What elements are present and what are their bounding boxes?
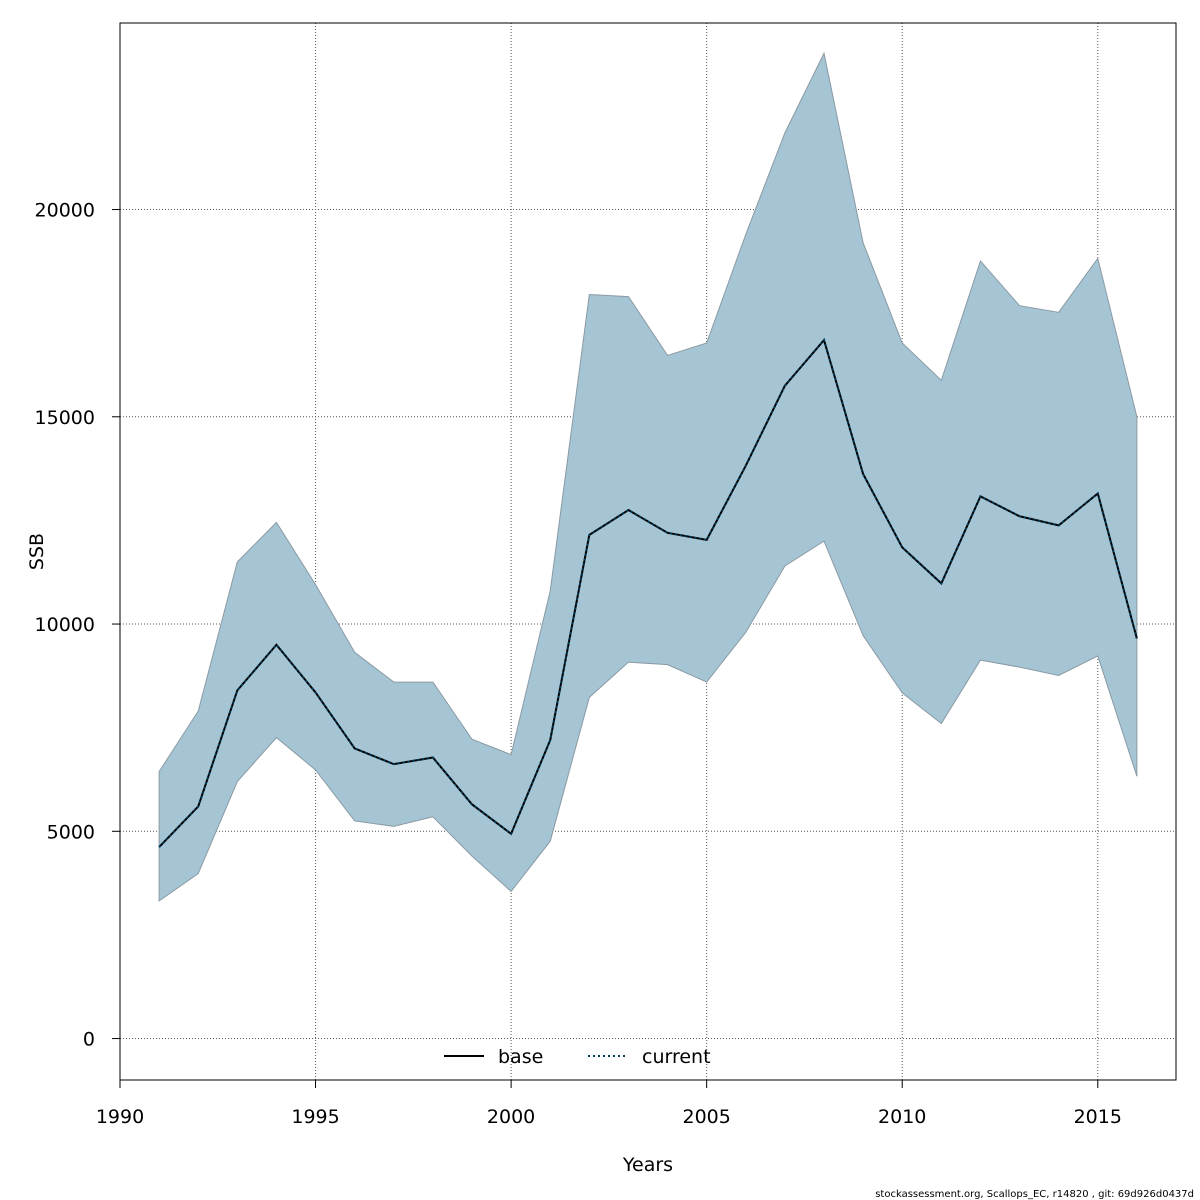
x-tick-label-1990: 1990 xyxy=(96,1106,144,1128)
confidence-band xyxy=(158,51,1138,902)
y-tick-label-20000: 20000 xyxy=(35,200,95,222)
x-tick-label-1995: 1995 xyxy=(291,1106,339,1128)
y-tick-label-0: 0 xyxy=(83,1029,95,1051)
y-tick-label-10000: 10000 xyxy=(35,614,95,636)
x-axis: 1990 1995 2000 2005 2010 2015 xyxy=(96,1079,1122,1128)
legend-label-base: base xyxy=(498,1046,543,1068)
x-tick-label-2015: 2015 xyxy=(1074,1106,1122,1128)
x-tick-label-2000: 2000 xyxy=(487,1106,535,1128)
confidence-band-layer xyxy=(158,51,1138,902)
footer-credit: stockassessment.org, Scallops_EC, r14820… xyxy=(875,1189,1194,1200)
y-tick-label-15000: 15000 xyxy=(35,407,95,429)
x-axis-label: Years xyxy=(622,1154,673,1176)
x-tick-label-2005: 2005 xyxy=(682,1106,730,1128)
y-tick-label-5000: 5000 xyxy=(47,821,95,843)
y-axis: 0 5000 10000 15000 20000 xyxy=(35,200,121,1051)
series-line-current xyxy=(158,338,1138,848)
x-tick-label-2010: 2010 xyxy=(878,1106,926,1128)
legend: base current xyxy=(444,1046,711,1068)
series-line-layer xyxy=(158,338,1138,848)
y-axis-label: SSB xyxy=(26,533,48,570)
legend-label-current: current xyxy=(642,1046,711,1068)
